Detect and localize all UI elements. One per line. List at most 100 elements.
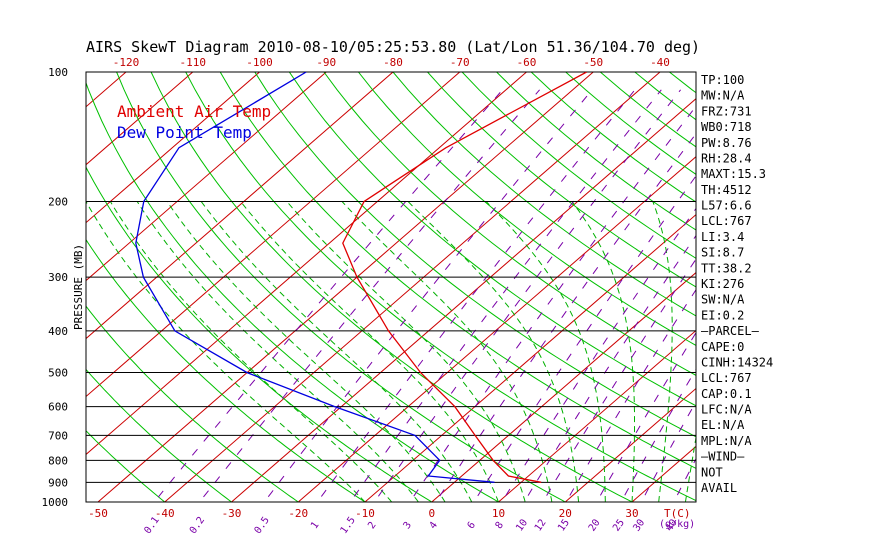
- index-label: –WIND–: [701, 450, 745, 464]
- index-label: SW:N/A: [701, 293, 745, 307]
- mixing-ratio-line: [673, 457, 696, 502]
- isotherm-line: [430, 271, 696, 502]
- dry-adiabat-line: [254, 72, 696, 438]
- pressure-tick-label: 200: [48, 195, 68, 208]
- isotherm-line: [0, 62, 70, 511]
- isotherm-line: [86, 72, 261, 224]
- index-label: MAXT:15.3: [701, 167, 766, 181]
- mixing-ratio-label: 1: [309, 520, 321, 531]
- top-temp-label: -50: [583, 56, 603, 69]
- mixing-ratio-label: 0.5: [253, 515, 272, 536]
- dry-adiabat-line: [185, 72, 696, 502]
- mixing-ratio-line: [542, 258, 696, 502]
- mixing-ratio-line: [523, 234, 696, 502]
- mixing-ratio-line: [596, 331, 696, 502]
- mixing-ratio-line: [373, 89, 681, 502]
- dry-adiabat-line: [86, 368, 233, 502]
- pressure-tick-label: 100: [48, 66, 68, 79]
- index-label: TT:38.2: [701, 261, 752, 275]
- mixing-ratio-line: [620, 368, 696, 502]
- mixing-ratio-label: 2: [366, 520, 378, 531]
- mixing-ratio-label: 3: [402, 520, 414, 531]
- mixing-ratio-line: [198, 89, 540, 502]
- bottom-temp-label: -10: [355, 507, 375, 520]
- index-label: AVAIL: [701, 481, 737, 495]
- moist-adiabat-line: [166, 201, 446, 502]
- mixing-ratio-label: 20: [587, 517, 603, 533]
- isotherm-line: [86, 72, 461, 398]
- bottom-temp-label: -40: [155, 507, 175, 520]
- index-label: LI:3.4: [701, 230, 744, 244]
- bottom-temp-label: 30: [625, 507, 638, 520]
- mixing-ratio-line: [263, 89, 593, 502]
- moist-adiabat-line: [407, 201, 580, 502]
- bottom-temp-label: -20: [288, 507, 308, 520]
- top-temp-label: -70: [450, 56, 470, 69]
- dry-adiabat-line: [461, 72, 696, 259]
- isotherm-line: [755, 62, 870, 511]
- y-axis-label: PRESSURE (MB): [72, 244, 85, 330]
- dry-adiabat-line: [323, 72, 696, 376]
- isotherm-line: [97, 72, 595, 502]
- bottom-temperature-labels: -50 -40 -30 -20 -10 0 10 20 30: [88, 507, 639, 520]
- legend-ambient-air: Ambient Air Temp: [117, 102, 271, 121]
- dry-adiabat-line: [739, 72, 870, 511]
- x-axis-unit-label: T(C): [664, 507, 691, 520]
- index-label: CAP:0.1: [701, 387, 752, 401]
- pressure-tick-label: 300: [48, 271, 68, 284]
- mixing-ratio-line: [501, 207, 696, 502]
- index-label: KI:276: [701, 277, 744, 291]
- pressure-tick-label: 500: [48, 367, 68, 380]
- index-label: PW:8.76: [701, 136, 752, 150]
- moist-adiabat-line: [109, 201, 393, 502]
- bottom-temp-label: 10: [492, 507, 505, 520]
- mixing-ratio-label: 4: [428, 520, 440, 531]
- isotherm-line: [86, 72, 194, 166]
- dry-adiabat-line: [86, 430, 166, 502]
- pressure-tick-labels: 100 200 300 400 500 600 700 800 900 1000: [42, 66, 69, 509]
- pressure-tick-label: 400: [48, 325, 68, 338]
- mixing-ratio-line: [349, 89, 662, 502]
- bottom-temp-label: 0: [428, 507, 435, 520]
- isotherm-line: [230, 98, 696, 502]
- bottom-temp-label: 20: [559, 507, 572, 520]
- legend-dew-point: Dew Point Temp: [117, 123, 252, 142]
- pressure-tick-label: 800: [48, 454, 68, 467]
- mixing-ratio-label: 6: [466, 520, 478, 531]
- index-label: EI:0.2: [701, 308, 744, 322]
- index-label: CINH:14324: [701, 356, 773, 370]
- mixing-ratio-line: [435, 132, 696, 502]
- mixing-ratio-label: 10: [514, 517, 530, 533]
- index-label: RH:28.4: [701, 152, 752, 166]
- isotherm-line: [163, 72, 661, 502]
- dry-adiabat-line: [219, 72, 696, 469]
- top-temp-label: -120: [113, 56, 140, 69]
- index-label: L57:6.6: [701, 199, 752, 213]
- index-label: TH:4512: [701, 183, 752, 197]
- chart-title: AIRS SkewT Diagram 2010-08-10/05:25:53.8…: [86, 38, 700, 56]
- top-temp-label: -40: [650, 56, 670, 69]
- isotherm-line: [0, 62, 4, 511]
- mixing-ratio-label: 12: [533, 517, 549, 533]
- dry-adiabat-line: [392, 72, 696, 317]
- bottom-temp-label: -30: [222, 507, 242, 520]
- index-label: CAPE:0: [701, 340, 744, 354]
- top-temp-label: -60: [517, 56, 537, 69]
- isotherm-line: [364, 213, 696, 502]
- pressure-tick-label: 600: [48, 401, 68, 414]
- isotherm-line: [86, 72, 394, 340]
- pressure-tick-label: 900: [48, 476, 68, 489]
- top-temp-label: -100: [246, 56, 273, 69]
- isotherm-line: [86, 72, 528, 456]
- isotherm-line: [822, 62, 870, 511]
- top-temp-label: -110: [180, 56, 207, 69]
- isotherm-line: [86, 72, 328, 282]
- mixing-ratio-line: [153, 89, 503, 502]
- index-label: NOT: [701, 465, 723, 479]
- isotherm-line: [297, 155, 696, 502]
- dry-adiabat-line: [86, 81, 500, 502]
- mixing-ratio-line: [565, 288, 696, 502]
- dry-adiabat-line: [427, 72, 696, 288]
- dry-adiabat-line: [86, 305, 300, 502]
